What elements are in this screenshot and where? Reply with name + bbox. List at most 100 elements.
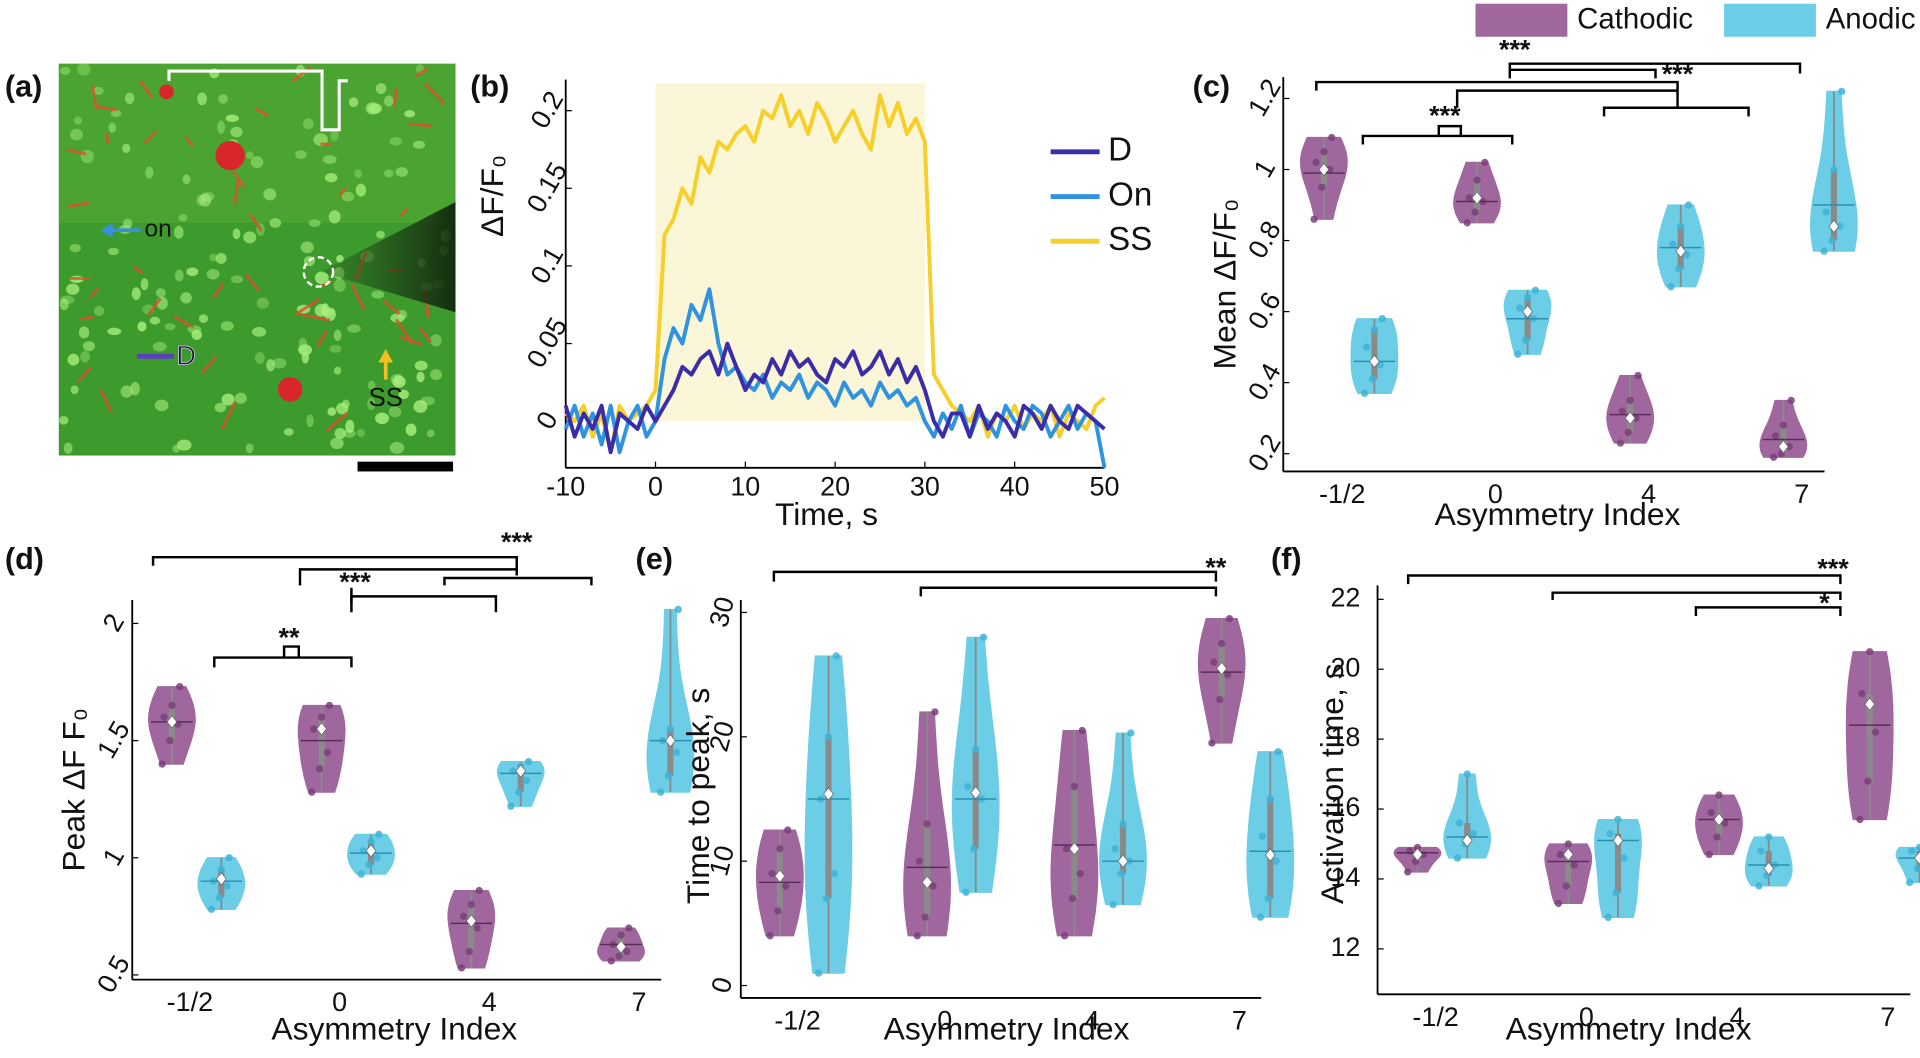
data-point: [315, 765, 324, 773]
mean: [1069, 842, 1080, 856]
vessel: [244, 273, 260, 292]
y-tick-label: 14: [1330, 862, 1360, 892]
data-point: [1111, 845, 1119, 853]
vessel: [67, 201, 90, 208]
vessel: [78, 315, 94, 321]
cell: [333, 329, 342, 342]
cell: [108, 122, 117, 133]
data-point: [1455, 819, 1464, 827]
data-point: [1684, 201, 1693, 209]
cell: [336, 254, 344, 263]
cell: [217, 120, 226, 134]
data-point: [1326, 165, 1334, 174]
data-point: [365, 861, 373, 869]
mean: [1562, 847, 1574, 862]
significance-bracket: [919, 586, 1218, 597]
data-point: [1614, 815, 1622, 824]
y-tick-label: 1: [1248, 155, 1281, 183]
cell: [191, 329, 202, 340]
significance-label: ***: [1429, 101, 1461, 131]
data-point: [774, 907, 782, 915]
cell: [140, 278, 149, 291]
x-tick-label: 0: [332, 987, 347, 1017]
y-tick-label: 0: [705, 974, 738, 996]
data-point: [1675, 265, 1683, 273]
cell: [172, 444, 180, 453]
data-point: [929, 882, 937, 890]
significance-label: ***: [1817, 554, 1849, 584]
cell: [269, 218, 282, 228]
x-tick-label: -1/2: [1319, 479, 1365, 509]
cell: [355, 183, 367, 197]
data-point: [310, 725, 318, 733]
data-point: [1556, 850, 1565, 859]
data-point: [524, 758, 533, 766]
data-point: [1682, 251, 1691, 259]
mean: [1522, 304, 1533, 319]
cell: [215, 253, 227, 264]
scale-bar: [357, 461, 454, 472]
x-tick-label: 4: [482, 987, 497, 1017]
data-point: [782, 882, 790, 890]
data-point: [784, 826, 792, 834]
panel-label: (e): [636, 542, 673, 576]
data-point: [1320, 148, 1328, 156]
cell: [149, 316, 161, 325]
cell: [182, 174, 191, 185]
cell: [404, 110, 416, 118]
data-point: [522, 776, 531, 785]
cell: [412, 140, 426, 149]
x-tick-label: 0: [648, 472, 663, 502]
vessel: [233, 180, 240, 205]
cell: [367, 103, 383, 114]
data-point: [1413, 843, 1422, 852]
vessel: [212, 282, 225, 299]
vessel: [294, 298, 321, 316]
data-point: [459, 912, 468, 921]
x-tick-label: 0: [1488, 479, 1503, 509]
cell: [376, 230, 385, 239]
significance-bracket: [1509, 68, 1657, 79]
data-point: [1328, 133, 1336, 142]
cell: [154, 399, 169, 412]
stimulus-period: [655, 83, 925, 422]
data-point: [617, 931, 625, 939]
data-point: [607, 957, 615, 965]
data-point: [623, 947, 631, 956]
vessel: [94, 104, 118, 112]
cell: [67, 353, 80, 366]
cell: [180, 292, 192, 304]
cell: [122, 143, 131, 154]
data-point: [323, 748, 332, 756]
vessel: [248, 212, 263, 232]
data-point: [215, 893, 224, 902]
cell: [60, 295, 75, 305]
cell: [254, 351, 265, 364]
data-point: [1127, 729, 1135, 737]
cell: [137, 321, 147, 332]
data-point: [962, 888, 970, 896]
significance-bracket: [151, 555, 518, 576]
label-on: on: [144, 216, 171, 243]
cell: [74, 116, 82, 125]
x-tick-label: 4: [1085, 1006, 1100, 1036]
cell: [333, 366, 342, 375]
x-axis-label: Time, s: [775, 496, 878, 532]
data-point: [1516, 304, 1524, 312]
cell: [206, 268, 220, 280]
data-point: [1062, 845, 1071, 853]
data-point: [1225, 615, 1234, 623]
data-point: [465, 947, 474, 956]
cell: [63, 442, 73, 454]
mean: [1461, 833, 1473, 848]
cell: [384, 95, 394, 107]
data-point: [1266, 795, 1274, 803]
data-point: [656, 788, 665, 796]
mean: [774, 869, 786, 883]
cell: [303, 118, 314, 130]
cell: [220, 321, 234, 331]
cell: [330, 437, 344, 450]
data-point: [1785, 442, 1793, 451]
cell: [394, 373, 403, 385]
vessel: [139, 79, 154, 99]
